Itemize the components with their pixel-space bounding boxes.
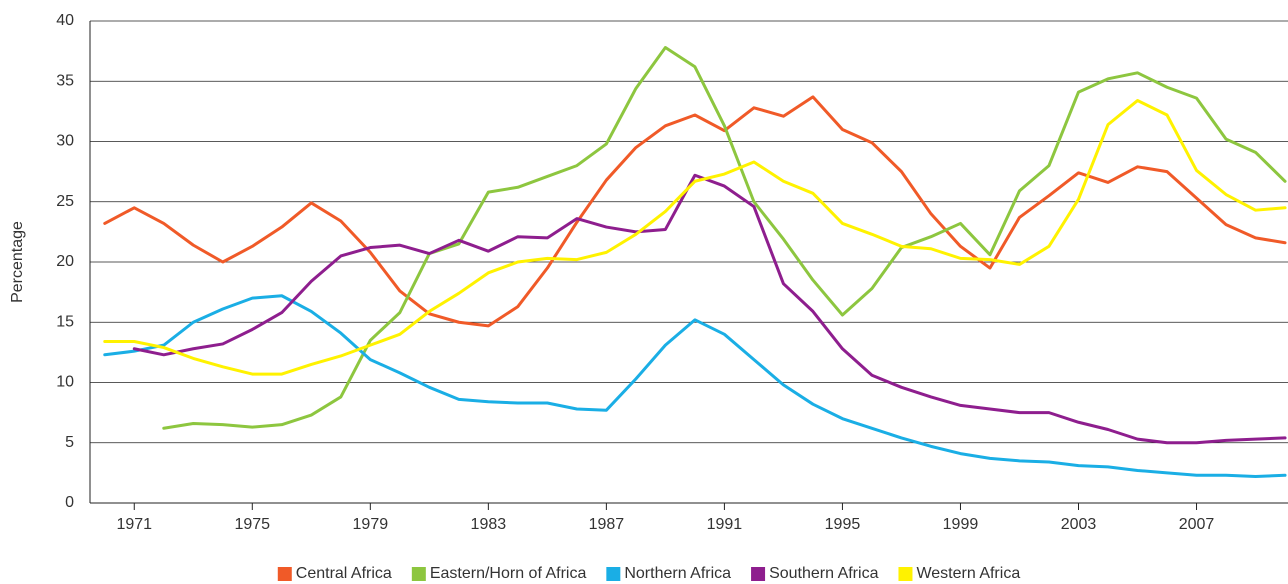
x-tick-label: 2003 <box>1061 516 1097 533</box>
x-tick-label: 1987 <box>589 516 625 533</box>
series-line <box>103 95 1287 328</box>
legend-swatch <box>411 567 426 581</box>
y-tick-label: 10 <box>56 374 74 391</box>
series-line <box>103 294 1287 478</box>
legend-label: Western Africa <box>916 565 1020 582</box>
x-tick-label: 1999 <box>943 516 979 533</box>
x-tick-label: 1983 <box>471 516 507 533</box>
x-tick-label: 1995 <box>825 516 861 533</box>
y-tick-label: 5 <box>65 434 74 451</box>
legend: Central Africa Eastern/Horn of Africa Nort… <box>277 565 1020 582</box>
y-tick-label: 30 <box>56 133 74 150</box>
legend-swatch <box>898 567 913 581</box>
y-tick-label: 25 <box>56 193 74 210</box>
y-tick-label: 40 <box>56 12 74 29</box>
y-tick-label: 35 <box>56 72 74 89</box>
x-tick-label: 1991 <box>707 516 743 533</box>
y-tick-label: 15 <box>56 313 74 330</box>
x-tick-label: 2007 <box>1179 516 1215 533</box>
series-line <box>103 99 1287 376</box>
x-tick-label: 1971 <box>116 516 152 533</box>
y-tick-label: 0 <box>65 494 74 511</box>
legend-label: Southern Africa <box>769 565 879 582</box>
series-line <box>162 46 1287 430</box>
series-line <box>132 173 1287 445</box>
y-tick-label: 20 <box>56 253 74 270</box>
legend-swatch <box>751 567 766 581</box>
legend-label: Eastern/Horn of Africa <box>430 565 587 582</box>
x-tick-label: 1979 <box>353 516 389 533</box>
legend-swatch <box>277 567 292 581</box>
legend-swatch <box>606 567 621 581</box>
x-tick-label: 1975 <box>234 516 270 533</box>
y-axis-label: Percentage <box>9 221 26 303</box>
legend-label: Northern Africa <box>624 565 731 582</box>
legend-label: Central Africa <box>296 565 392 582</box>
